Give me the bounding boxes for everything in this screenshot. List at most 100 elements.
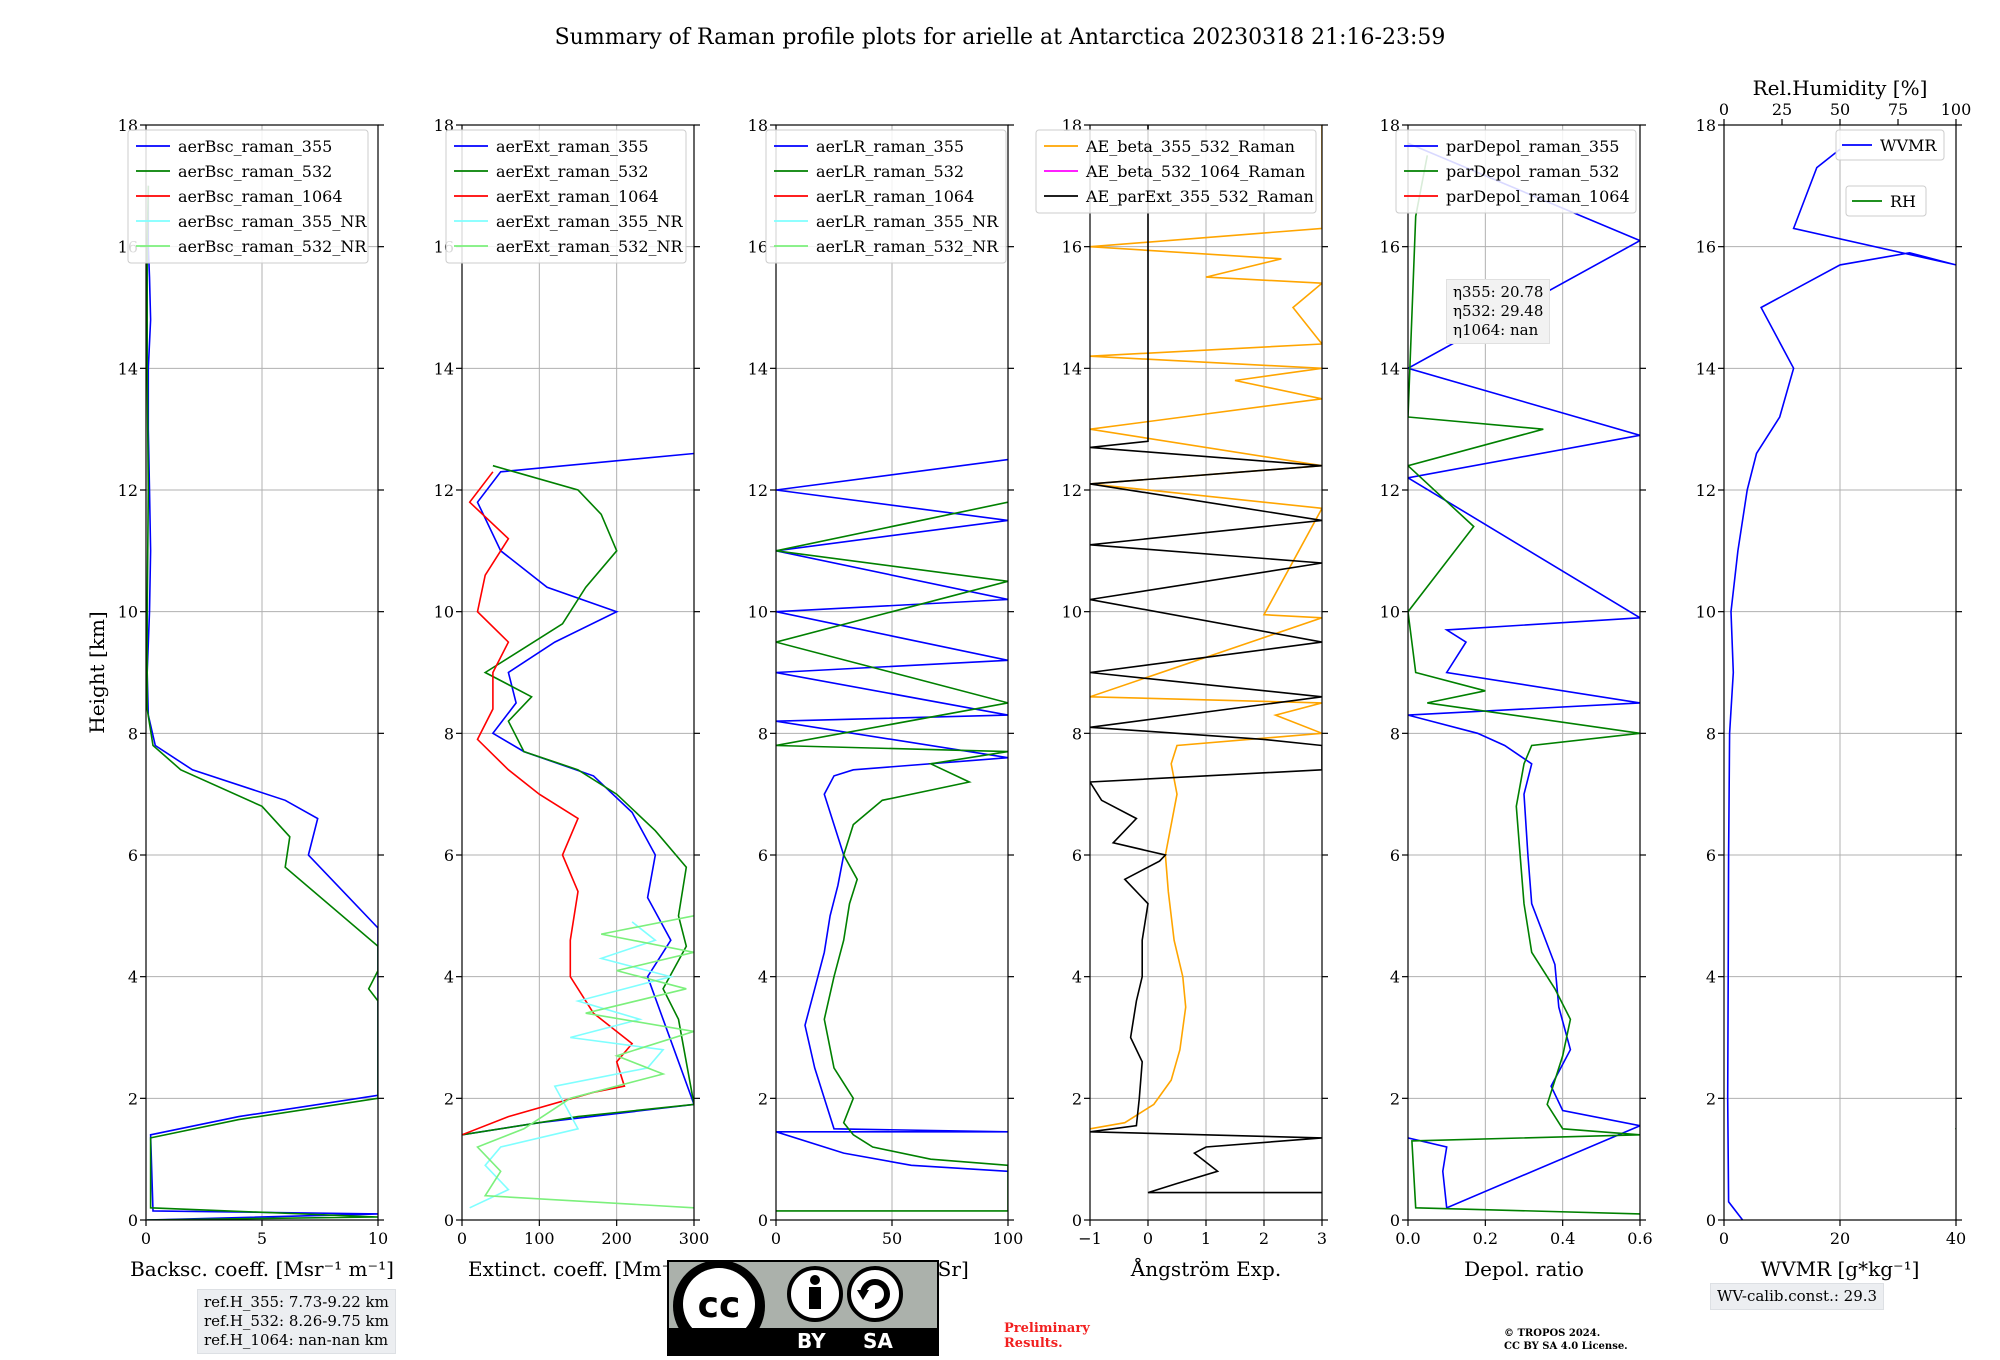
legend-label: aerLR_raman_532	[816, 162, 964, 181]
y-tick-label: 8	[758, 724, 768, 743]
legend-label: aerLR_raman_1064	[816, 187, 974, 206]
legend-label: aerLR_raman_355	[816, 137, 964, 156]
panel-frame	[775, 124, 1009, 1221]
y-tick-label: 12	[1696, 481, 1716, 500]
top-x-tick-label: 50	[1830, 100, 1850, 119]
y-tick-label: 12	[434, 481, 454, 500]
eta-1064: η1064: nan	[1453, 321, 1539, 339]
x-tick-label: 0	[1143, 1229, 1153, 1248]
legend-label: aerExt_raman_355_NR	[496, 212, 684, 231]
legend-label: aerBsc_raman_1064	[178, 187, 343, 206]
y-tick-label: 14	[1380, 359, 1400, 378]
y-tick-label: 4	[444, 968, 454, 987]
y-axis-label: Height [km]	[85, 611, 109, 733]
y-tick-label: 10	[1696, 603, 1716, 622]
y-tick-label: 12	[118, 481, 138, 500]
y-tick-label: 2	[758, 1089, 768, 1108]
eta-355: η355: 20.78	[1453, 283, 1544, 301]
legend-label: aerBsc_raman_355_NR	[178, 212, 367, 231]
reference-heights-box: ref.H_355: 7.73-9.22 km ref.H_532: 8.26-…	[197, 1289, 396, 1354]
eta-532: η532: 29.48	[1453, 302, 1544, 320]
y-tick-label: 8	[1390, 724, 1400, 743]
chart-title: Summary of Raman profile plots for ariel…	[555, 25, 1446, 50]
top-x-tick-label: 75	[1888, 100, 1908, 119]
legend-label: parDepol_raman_532	[1446, 162, 1619, 181]
y-tick-label: 0	[1072, 1211, 1082, 1230]
series-line-WVMR	[1726, 148, 1956, 1220]
y-tick-label: 10	[748, 603, 768, 622]
y-tick-label: 6	[1706, 846, 1716, 865]
x-tick-label: 5	[257, 1229, 267, 1248]
x-tick-label: 3	[1317, 1229, 1327, 1248]
legend-box	[1035, 129, 1317, 214]
top-x-tick-label: 100	[1941, 100, 1972, 119]
y-tick-label: 0	[758, 1211, 768, 1230]
x-axis-label: Ångström Exp.	[1130, 1256, 1281, 1281]
eta-box: η355: 20.78 η532: 29.48 η1064: nan	[1446, 279, 1551, 344]
y-tick-label: 4	[1390, 968, 1400, 987]
ref-height-355: ref.H_355: 7.73-9.22 km	[204, 1293, 389, 1311]
legend-label: parDepol_raman_355	[1446, 137, 1619, 156]
y-tick-label: 8	[1072, 724, 1082, 743]
y-tick-label: 2	[1072, 1089, 1082, 1108]
legend-label: AE_beta_355_532_Raman	[1085, 137, 1295, 156]
y-tick-label: 2	[128, 1089, 138, 1108]
panel-data	[776, 458, 1008, 1212]
x-tick-label: 100	[524, 1229, 555, 1248]
x-tick-label: 0.4	[1550, 1229, 1575, 1248]
x-axis-label: WVMR [g*kg⁻¹]	[1761, 1257, 1920, 1281]
series-line-aerExt_raman_532	[462, 464, 694, 1136]
ref-height-1064: ref.H_1064: nan-nan km	[204, 1331, 389, 1349]
x-tick-label: 200	[601, 1229, 632, 1248]
y-tick-label: 0	[444, 1211, 454, 1230]
y-tick-label: 6	[444, 846, 454, 865]
legend-label: aerExt_raman_532_NR	[496, 237, 684, 256]
legend-label: parDepol_raman_1064	[1446, 187, 1630, 206]
series-line-aerLR_raman_532	[776, 501, 1008, 1212]
y-tick-label: 10	[118, 603, 138, 622]
series-line-aerExt_raman_355_NR	[469, 921, 674, 1209]
cc-by-label: BY	[797, 1329, 826, 1353]
panel-3: 050100024681012141618Lidar ratio [Sr]aer…	[748, 116, 1024, 1281]
y-tick-label: 6	[128, 846, 138, 865]
legend-label: aerLR_raman_532_NR	[816, 237, 999, 256]
legend-label: RH	[1890, 192, 1916, 211]
y-tick-label: 10	[1062, 603, 1082, 622]
series-line-aerExt_raman_1064	[462, 471, 634, 1136]
y-tick-label: 12	[1062, 481, 1082, 500]
legend-box	[765, 129, 1007, 264]
legend-box	[445, 129, 687, 264]
panel-frame	[461, 124, 695, 1221]
series-line-AE_parExt_355_532_Raman	[1090, 125, 1322, 1194]
y-tick-label: 6	[1072, 846, 1082, 865]
cc-logo-symbols: cc	[673, 1262, 903, 1328]
y-tick-label: 2	[1390, 1089, 1400, 1108]
x-tick-label: −1	[1078, 1229, 1102, 1248]
series-line-RH	[1954, 1127, 1956, 1131]
x-axis-label: Backsc. coeff. [Msr⁻¹ m⁻¹]	[130, 1257, 394, 1281]
x-axis-label: Depol. ratio	[1464, 1257, 1584, 1281]
svg-text:cc: cc	[698, 1285, 741, 1326]
y-tick-label: 12	[1380, 481, 1400, 500]
cc-badge-bar: BY SA	[669, 1328, 937, 1354]
x-tick-label: 1	[1201, 1229, 1211, 1248]
legend-label: aerBsc_raman_532	[178, 162, 332, 181]
x-axis-label: Extinct. coeff. [Mm⁻¹]	[468, 1257, 688, 1281]
preliminary-results-note: Preliminary Results.	[1004, 1321, 1090, 1351]
top-x-axis-label: Rel.Humidity [%]	[1753, 76, 1928, 100]
x-tick-label: 20	[1830, 1229, 1850, 1248]
y-tick-label: 6	[758, 846, 768, 865]
wv-calib-value: WV-calib.const.: 29.3	[1717, 1287, 1878, 1305]
legend-label: aerExt_raman_1064	[496, 187, 659, 206]
x-tick-label: 0	[771, 1229, 781, 1248]
y-tick-label: 2	[1706, 1089, 1716, 1108]
x-tick-label: 100	[993, 1229, 1024, 1248]
x-tick-label: 0	[457, 1229, 467, 1248]
legend-box	[1395, 129, 1637, 214]
x-tick-label: 2	[1259, 1229, 1269, 1248]
wv-calib-box: WV-calib.const.: 29.3	[1710, 1283, 1885, 1310]
copyright-note: © TROPOS 2024. CC BY SA 4.0 License.	[1504, 1328, 1628, 1352]
panel-6: 0 20 40 0 2 4 6 8 10 12 14 16 18 WVMR [g*kg⁻¹] 0 25 50 75…	[1696, 76, 1972, 1281]
